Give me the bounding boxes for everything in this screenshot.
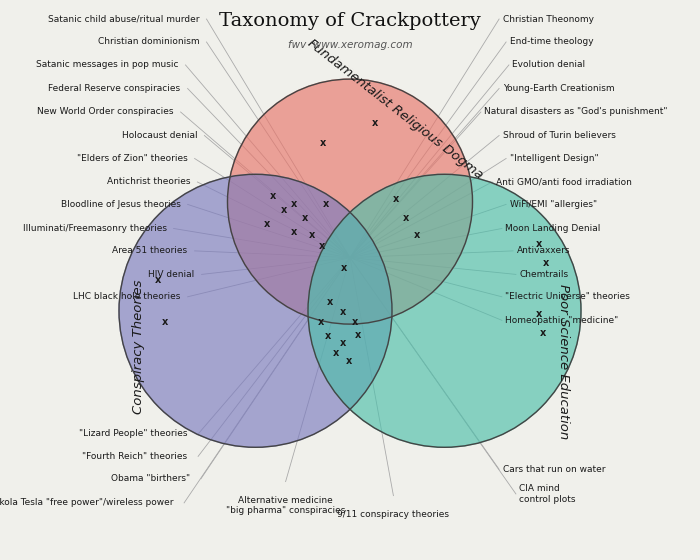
Text: x: x [543, 258, 549, 268]
Text: Chemtrails: Chemtrails [519, 270, 568, 279]
Text: x: x [155, 275, 160, 285]
Text: x: x [536, 309, 542, 319]
Text: x: x [333, 348, 339, 358]
Text: Moon Landing Denial: Moon Landing Denial [505, 224, 601, 233]
Text: Young-Earth Creationism: Young-Earth Creationism [503, 84, 614, 93]
Text: x: x [319, 241, 325, 251]
Text: Natural disasters as "God's punishment": Natural disasters as "God's punishment" [484, 108, 668, 116]
Text: x: x [393, 194, 398, 204]
Text: x: x [291, 227, 297, 237]
Text: x: x [318, 317, 323, 327]
Text: Illuminati/Freemasonry theories: Illuminati/Freemasonry theories [22, 224, 167, 233]
Text: Christian dominionism: Christian dominionism [98, 38, 200, 46]
Text: 9/11 conspiracy theories: 9/11 conspiracy theories [337, 510, 449, 519]
Text: x: x [325, 331, 330, 341]
Text: x: x [356, 330, 361, 340]
Text: LHC black hole theories: LHC black hole theories [74, 292, 181, 301]
Text: x: x [536, 239, 542, 249]
Text: Antichrist theories: Antichrist theories [107, 178, 190, 186]
Text: x: x [309, 230, 314, 240]
Text: Fundamentalist Religious Dogma: Fundamentalist Religious Dogma [305, 37, 486, 181]
Text: x: x [323, 199, 328, 209]
Text: End-time theology: End-time theology [510, 38, 593, 46]
Text: x: x [291, 199, 297, 209]
Text: Anti GMO/anti food irradiation: Anti GMO/anti food irradiation [496, 178, 631, 186]
Text: New World Order conspiracies: New World Order conspiracies [37, 108, 174, 116]
Text: "Elders of Zion" theories: "Elders of Zion" theories [77, 154, 188, 163]
Text: x: x [321, 138, 326, 148]
Text: Conspiracy Theories: Conspiracy Theories [132, 280, 145, 414]
Text: x: x [302, 213, 307, 223]
Text: x: x [162, 317, 167, 327]
Text: Nikola Tesla "free power"/wireless power: Nikola Tesla "free power"/wireless power [0, 498, 174, 507]
Text: "Lizard People" theories: "Lizard People" theories [79, 430, 188, 438]
Ellipse shape [228, 79, 472, 324]
Ellipse shape [119, 174, 392, 447]
Text: Area 51 theories: Area 51 theories [113, 246, 188, 255]
Text: "Electric Universe" theories: "Electric Universe" theories [505, 292, 630, 301]
Text: Poor Science Education: Poor Science Education [557, 283, 570, 439]
Text: CIA mind
control plots: CIA mind control plots [519, 484, 576, 503]
Text: "Intelligent Design": "Intelligent Design" [510, 154, 598, 163]
Text: Federal Reserve conspiracies: Federal Reserve conspiracies [48, 84, 181, 93]
Text: x: x [342, 263, 347, 273]
Text: x: x [265, 219, 270, 229]
Text: x: x [403, 213, 409, 223]
Text: x: x [414, 230, 419, 240]
Text: x: x [340, 307, 346, 318]
Text: "Fourth Reich" theories: "Fourth Reich" theories [83, 452, 188, 461]
Text: Obama "birthers": Obama "birthers" [111, 474, 190, 483]
Text: Satanic messages in pop music: Satanic messages in pop music [36, 60, 178, 69]
Text: HIV denial: HIV denial [148, 270, 195, 279]
Text: Satanic child abuse/ritual murder: Satanic child abuse/ritual murder [48, 15, 200, 24]
Text: x: x [352, 317, 358, 327]
Text: Homeopathic "medicine": Homeopathic "medicine" [505, 316, 619, 325]
Text: x: x [281, 205, 286, 215]
Text: x: x [270, 191, 276, 201]
Text: WiFi/EMI "allergies": WiFi/EMI "allergies" [510, 200, 596, 209]
Text: Bloodline of Jesus theories: Bloodline of Jesus theories [61, 200, 181, 209]
Text: x: x [372, 118, 378, 128]
Text: Shroud of Turin believers: Shroud of Turin believers [503, 131, 615, 140]
Text: x: x [346, 356, 351, 366]
Text: Taxonomy of Crackpottery: Taxonomy of Crackpottery [219, 12, 481, 30]
Text: Cars that run on water: Cars that run on water [503, 465, 605, 474]
Ellipse shape [308, 174, 581, 447]
Text: x: x [540, 328, 545, 338]
Text: Holocaust denial: Holocaust denial [122, 131, 197, 140]
Text: Alternative medicine
"big pharma" conspiracies: Alternative medicine "big pharma" conspi… [226, 496, 345, 515]
Text: Antivaxxers: Antivaxxers [517, 246, 570, 255]
Text: Evolution denial: Evolution denial [512, 60, 585, 69]
Text: Christian Theonomy: Christian Theonomy [503, 15, 594, 24]
Text: x: x [328, 297, 333, 307]
Text: fwv  www.xeromag.com: fwv www.xeromag.com [288, 40, 412, 50]
Text: x: x [340, 338, 346, 348]
